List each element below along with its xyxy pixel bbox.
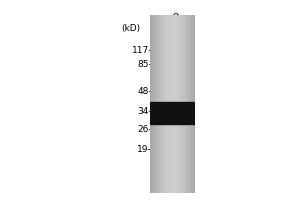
Text: 85-: 85- <box>137 60 152 69</box>
Text: 48-: 48- <box>138 87 152 96</box>
Text: (kD): (kD) <box>122 24 141 33</box>
Text: HT29: HT29 <box>160 10 183 33</box>
Text: 34-: 34- <box>138 107 152 116</box>
Text: 117-: 117- <box>132 46 152 55</box>
Text: 19-: 19- <box>137 145 152 154</box>
Text: 26-: 26- <box>138 125 152 134</box>
Bar <box>150 102 195 124</box>
